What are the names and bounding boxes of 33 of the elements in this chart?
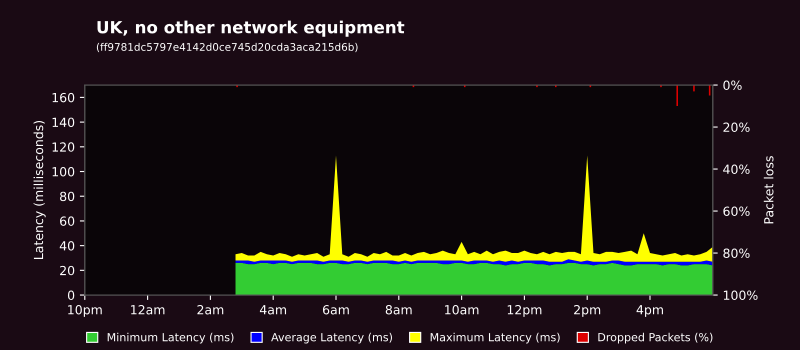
x-tick-label: 6am	[322, 304, 349, 314]
y-tick-label: 0	[68, 290, 74, 300]
y2-tick-label: 20%	[723, 122, 750, 132]
y2-tick-label: 0%	[723, 80, 742, 90]
y2-tick-label: 40%	[723, 164, 750, 174]
y2-tick-label: 60%	[723, 206, 750, 216]
chart-title: UK, no other network equipment	[98, 20, 404, 37]
y-tick-label: 120	[52, 142, 74, 152]
y2-axis-title: Packet loss	[764, 156, 774, 224]
chart-subtitle: (ff9781dc5797e4142d0ce745d20cda3aca215d6b)	[96, 42, 358, 52]
x-tick-label: 10am	[445, 304, 478, 314]
y-tick-label: 100	[52, 166, 74, 176]
y2-tick-label: 80%	[723, 248, 750, 258]
y-tick-label: 60	[60, 216, 74, 226]
x-tick-label: 2pm	[574, 304, 600, 317]
x-tick-label: 8am	[386, 304, 412, 314]
legend-label: Dropped Packets (%)	[598, 332, 712, 344]
legend-label: Minimum Latency (ms)	[108, 332, 234, 344]
x-tick-label: 4am	[260, 305, 286, 314]
y-tick-label: 20	[60, 266, 74, 276]
y-axis-title: Latency (milliseconds)	[34, 120, 46, 259]
legend-label: Maximum Latency (ms)	[430, 332, 560, 344]
y-tick-label: 80	[60, 192, 74, 202]
x-tick-label: 12pm	[508, 304, 542, 317]
y-tick-label: 40	[60, 241, 74, 251]
y-tick-label: 140	[52, 118, 74, 128]
y2-tick-label: 100%	[724, 290, 758, 300]
legend-label: Average Latency (ms)	[271, 332, 392, 344]
x-tick-label: 2am	[197, 304, 224, 314]
x-tick-label: 12am	[131, 304, 164, 314]
y-tick-label: 160	[52, 92, 74, 102]
x-tick-label: 10pm	[68, 304, 102, 317]
x-tick-label: 4pm	[636, 305, 663, 317]
